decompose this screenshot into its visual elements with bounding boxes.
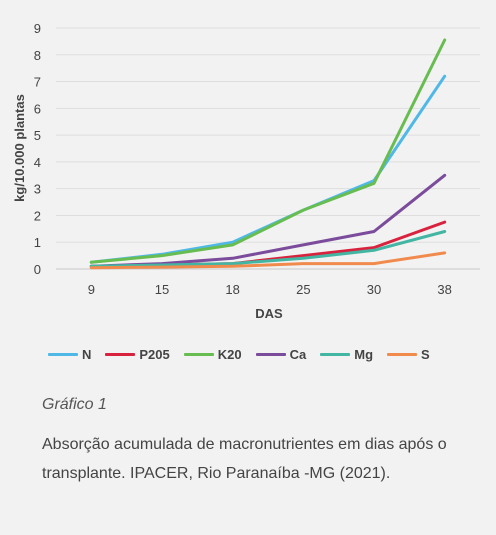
series-line-k20 bbox=[89, 38, 447, 264]
y-tick-label: 7 bbox=[34, 75, 41, 90]
legend-label: P205 bbox=[139, 347, 170, 362]
figure-caption: Absorção acumulada de macronutrientes em… bbox=[42, 436, 447, 482]
y-tick-label: 2 bbox=[34, 208, 41, 223]
y-tick-label: 6 bbox=[34, 101, 41, 116]
gridlines bbox=[56, 27, 480, 270]
y-axis-label: kg/10.000 plantas bbox=[12, 94, 27, 202]
legend-item-k20: K20 bbox=[183, 347, 242, 362]
legend-label: N bbox=[82, 347, 92, 362]
series-line-n bbox=[89, 74, 447, 264]
legend-swatch bbox=[255, 353, 286, 356]
x-tick-label: 18 bbox=[225, 282, 239, 297]
x-tick-labels: 9 15 18 25 30 38 bbox=[88, 282, 452, 297]
chart-legend: N P205 K20 Ca Mg S bbox=[48, 347, 444, 362]
x-tick-label: 30 bbox=[367, 282, 381, 297]
legend-item-mg: Mg bbox=[320, 347, 373, 362]
legend-label: Mg bbox=[354, 347, 374, 362]
legend-swatch bbox=[105, 353, 136, 356]
series-lines bbox=[89, 38, 447, 270]
y-tick-label: 4 bbox=[34, 155, 41, 170]
line-chart: 0 1 2 3 4 5 6 7 8 9 9 15 18 25 30 38 kg/10.000 plantas… bbox=[12, 21, 480, 321]
legend-item-s: S bbox=[387, 347, 430, 362]
legend-item-ca: Ca bbox=[255, 347, 307, 362]
legend-swatch bbox=[387, 353, 418, 356]
legend-label: Ca bbox=[289, 347, 307, 362]
legend-swatch bbox=[183, 353, 214, 356]
y-tick-label: 0 bbox=[34, 262, 41, 277]
y-tick-labels: 0 1 2 3 4 5 6 7 8 9 bbox=[34, 21, 41, 277]
y-tick-label: 3 bbox=[34, 182, 41, 197]
legend-swatch bbox=[48, 353, 78, 356]
series-line-s bbox=[89, 251, 447, 270]
y-tick-label: 5 bbox=[34, 128, 41, 143]
legend-item-p205: P205 bbox=[105, 347, 170, 362]
y-tick-label: 8 bbox=[34, 48, 41, 63]
legend-swatch bbox=[320, 353, 351, 356]
y-tick-label: 9 bbox=[34, 21, 41, 36]
series-line-mg bbox=[89, 230, 447, 268]
legend-label: S bbox=[421, 347, 430, 362]
x-tick-label: 25 bbox=[296, 282, 310, 297]
y-tick-label: 1 bbox=[34, 235, 41, 250]
figure-title: Gráfico 1 bbox=[42, 396, 107, 413]
legend-label: K20 bbox=[217, 347, 242, 362]
legend-item-n: N bbox=[48, 347, 91, 362]
x-tick-label: 15 bbox=[155, 282, 169, 297]
x-tick-label: 38 bbox=[437, 282, 451, 297]
x-tick-label: 9 bbox=[88, 282, 95, 297]
x-axis-label: DAS bbox=[255, 306, 283, 321]
